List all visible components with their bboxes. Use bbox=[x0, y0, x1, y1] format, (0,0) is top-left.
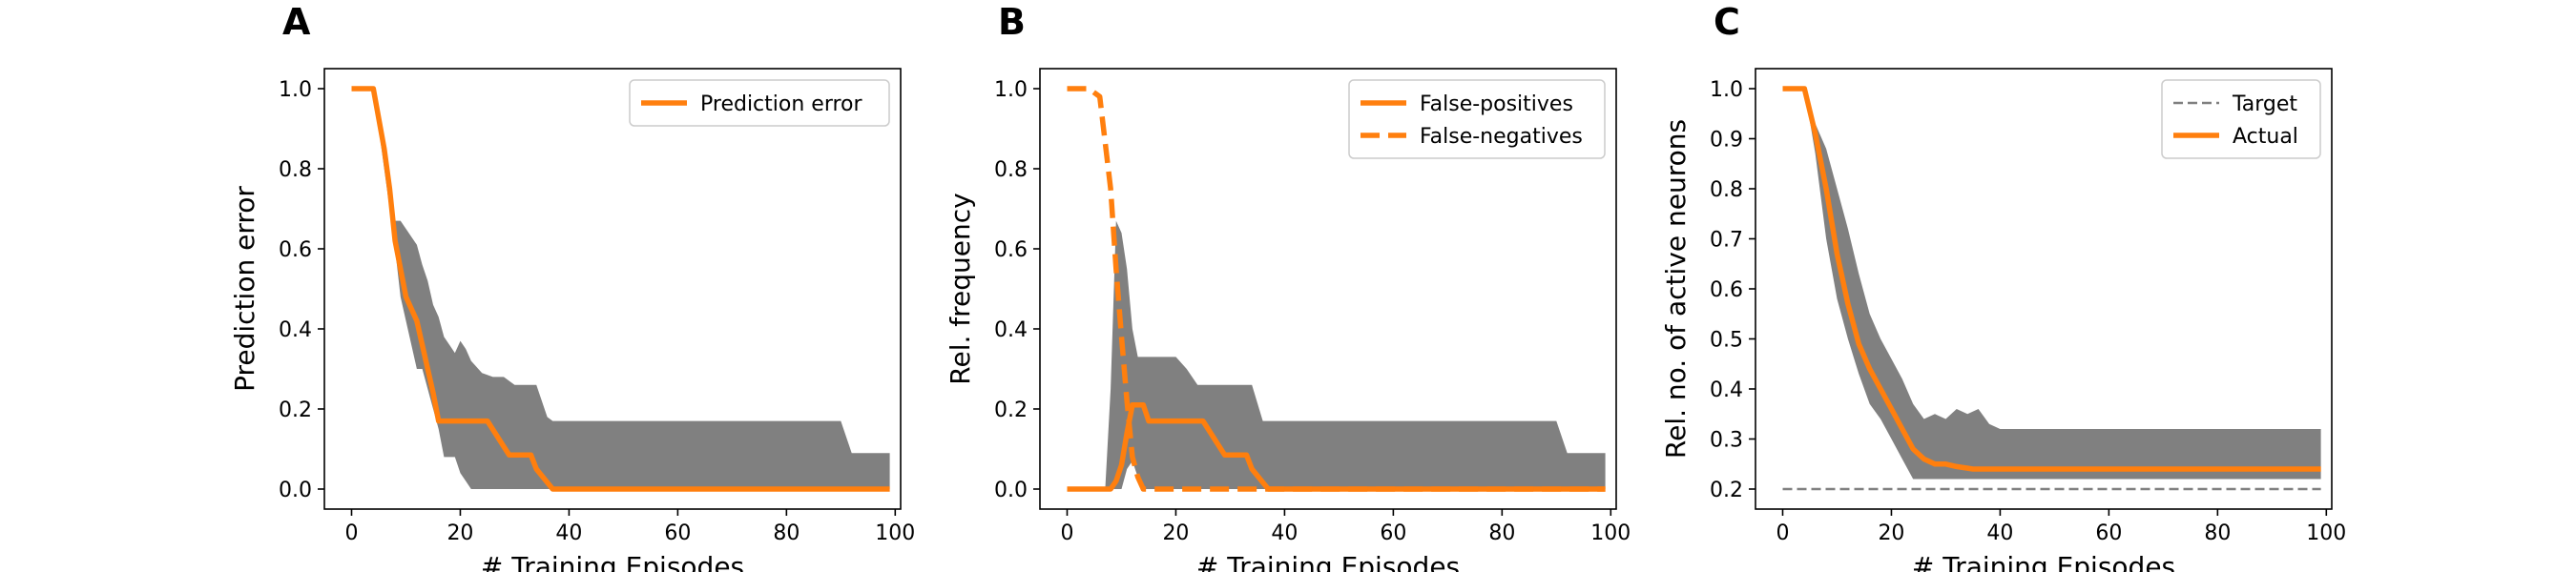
legend-box bbox=[2161, 79, 2321, 159]
y-tick-label: 0.3 bbox=[1710, 429, 1743, 453]
legend-label: Prediction error bbox=[700, 92, 862, 116]
y-tick-label: 0.9 bbox=[1710, 129, 1743, 153]
y-tick-label: 0.4 bbox=[994, 318, 1028, 342]
confidence-band bbox=[351, 89, 890, 489]
y-axis-label: Rel. frequency bbox=[945, 193, 976, 384]
y-tick-label: 0.2 bbox=[1710, 479, 1743, 502]
legend: Prediction error bbox=[629, 79, 890, 127]
panel-a: A 0 20 40 60 80 100 0.0 0.2 0.4 0.6 0.8 1.0 # Trainin… bbox=[229, 1, 915, 572]
x-axis-label: # Training Episodes bbox=[1912, 551, 2175, 572]
y-tick-label: 0.0 bbox=[279, 479, 312, 502]
x-tick-label: 40 bbox=[1986, 521, 2013, 545]
y-tick-label: 0.5 bbox=[1710, 329, 1743, 353]
y-axis-label: Rel. no. of active neurons bbox=[1660, 119, 1692, 459]
series-line-false-negatives bbox=[1067, 86, 1606, 492]
x-tick-label: 20 bbox=[1878, 521, 1904, 545]
legend: Target Actual bbox=[2161, 79, 2321, 159]
panel-b: B 0 20 40 60 80 100 0.0 0.2 0.4 0.6 0.8 1.0 # Trainin… bbox=[945, 1, 1631, 572]
axes-frame bbox=[323, 68, 902, 510]
x-tick-label: 0 bbox=[1776, 521, 1789, 545]
y-tick-label: 0.8 bbox=[279, 158, 312, 182]
y-tick-label: 1.0 bbox=[279, 78, 312, 102]
x-tick-label: 40 bbox=[555, 521, 582, 545]
confidence-band bbox=[1782, 89, 2321, 480]
y-tick-label: 0.4 bbox=[1710, 378, 1743, 402]
y-tick-label: 1.0 bbox=[1710, 78, 1743, 102]
y-tick-label: 0.2 bbox=[279, 398, 312, 422]
legend: False-positives False-negatives bbox=[1348, 79, 1606, 159]
y-tick-label: 1.0 bbox=[994, 78, 1028, 102]
x-tick-label: 100 bbox=[1590, 521, 1631, 545]
series-line-false-positives bbox=[1067, 402, 1606, 492]
series-line-prediction-error bbox=[351, 86, 890, 492]
y-tick-label: 0.8 bbox=[1710, 178, 1743, 202]
legend-label: Actual bbox=[2233, 125, 2298, 149]
y-tick-label: 0.6 bbox=[1710, 278, 1743, 302]
x-tick-label: 100 bbox=[875, 521, 915, 545]
x-axis-label: # Training Episodes bbox=[1196, 551, 1460, 572]
x-tick-label: 20 bbox=[1162, 521, 1189, 545]
y-tick-label: 0.6 bbox=[994, 238, 1028, 262]
y-axis-label: Prediction error bbox=[229, 186, 260, 392]
confidence-band bbox=[1067, 220, 1606, 489]
legend-label: Target bbox=[2232, 92, 2297, 116]
legend-box bbox=[629, 79, 890, 127]
x-axis-label: # Training Episodes bbox=[481, 551, 744, 572]
x-tick-label: 80 bbox=[2204, 521, 2231, 545]
axes-frame bbox=[1039, 68, 1617, 510]
x-tick-label: 60 bbox=[664, 521, 691, 545]
y-tick-label: 0.7 bbox=[1710, 229, 1743, 253]
x-tick-label: 20 bbox=[447, 521, 473, 545]
panel-c: C 0 20 40 60 80 100 0.2 0.3 0.4 0.5 0.6 0.7 0.8 0.9 1.0… bbox=[1660, 1, 2346, 572]
y-tick-label: 0.4 bbox=[279, 318, 312, 342]
x-tick-label: 0 bbox=[344, 521, 358, 545]
panel-letter: A bbox=[282, 1, 311, 43]
x-tick-label: 80 bbox=[773, 521, 800, 545]
panel-letter: C bbox=[1714, 1, 1740, 43]
panel-letter: B bbox=[998, 1, 1026, 43]
legend-label: False-positives bbox=[1420, 92, 1573, 116]
series-line-actual bbox=[1782, 86, 2321, 472]
x-tick-label: 100 bbox=[2306, 521, 2346, 545]
x-tick-label: 80 bbox=[1488, 521, 1515, 545]
x-tick-label: 60 bbox=[2095, 521, 2122, 545]
legend-box bbox=[1348, 79, 1606, 159]
x-tick-label: 0 bbox=[1060, 521, 1073, 545]
y-tick-label: 0.2 bbox=[994, 398, 1028, 422]
y-tick-label: 0.8 bbox=[994, 158, 1028, 182]
x-tick-label: 60 bbox=[1380, 521, 1406, 545]
y-tick-label: 0.6 bbox=[279, 238, 312, 262]
y-tick-label: 0.0 bbox=[994, 479, 1028, 502]
x-tick-label: 40 bbox=[1271, 521, 1298, 545]
legend-label: False-negatives bbox=[1420, 125, 1583, 149]
